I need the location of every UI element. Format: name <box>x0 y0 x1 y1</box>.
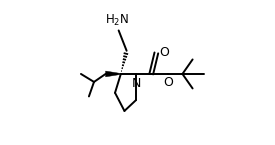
Text: H$_2$N: H$_2$N <box>105 13 129 28</box>
Text: N: N <box>132 77 141 90</box>
Text: O: O <box>159 46 169 59</box>
Text: O: O <box>163 76 173 89</box>
Polygon shape <box>106 71 121 77</box>
